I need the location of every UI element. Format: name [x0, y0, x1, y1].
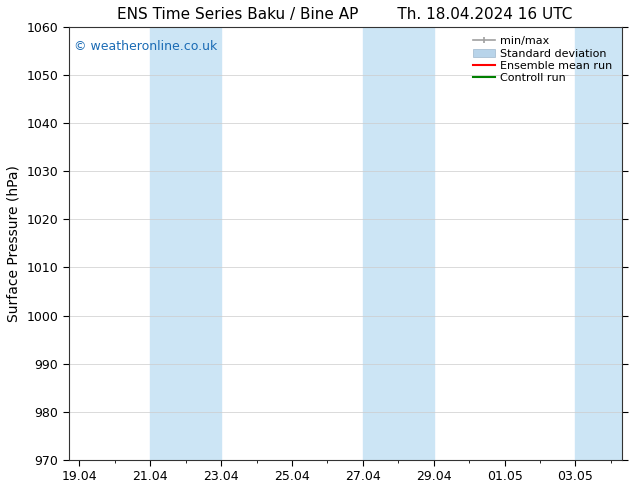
Y-axis label: Surface Pressure (hPa): Surface Pressure (hPa): [7, 165, 21, 322]
Bar: [150, 27, 221, 460]
Text: © weatheronline.co.uk: © weatheronline.co.uk: [74, 40, 217, 53]
Bar: [576, 27, 634, 460]
Bar: [363, 27, 434, 460]
Legend: min/max, Standard deviation, Ensemble mean run, Controll run: min/max, Standard deviation, Ensemble me…: [469, 33, 616, 87]
Title: ENS Time Series Baku / Bine AP        Th. 18.04.2024 16 UTC: ENS Time Series Baku / Bine AP Th. 18.04…: [117, 7, 573, 22]
